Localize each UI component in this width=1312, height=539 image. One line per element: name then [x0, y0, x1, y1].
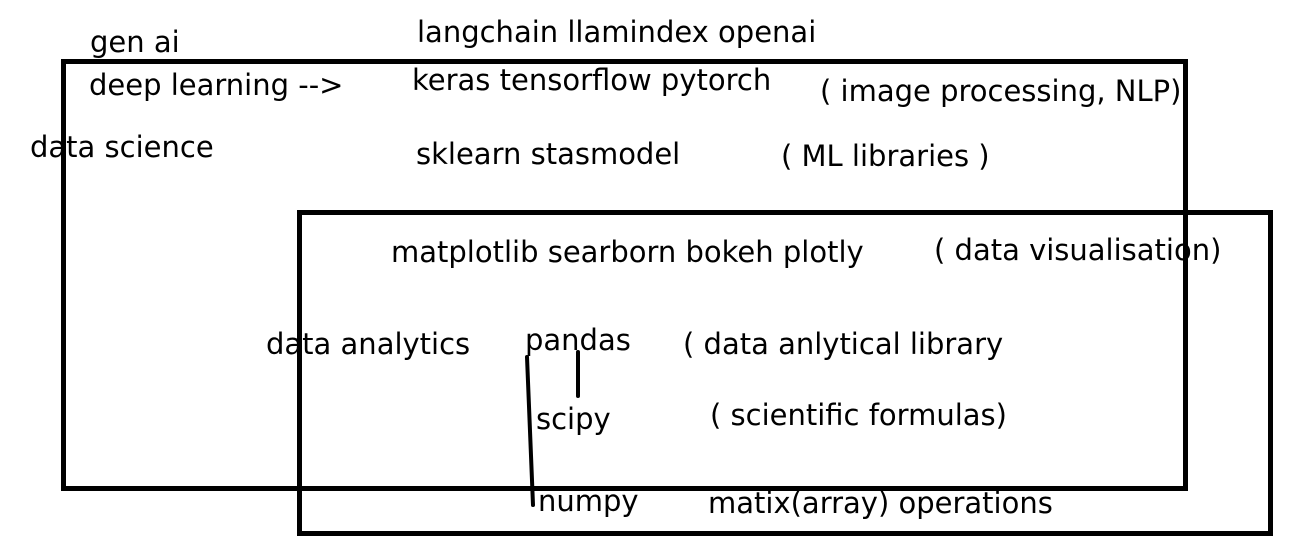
- visualisation-note: ( data visualisation): [934, 233, 1222, 267]
- label-gen-ai: gen ai: [90, 25, 180, 59]
- data-analytics-region: [297, 210, 1273, 536]
- deep-learning-libraries: keras tensorflow pytorch: [412, 63, 772, 97]
- scipy-note: ( scientific formulas): [710, 398, 1007, 432]
- label-data-analytics: data analytics: [266, 327, 471, 361]
- scipy-label: scipy: [536, 402, 611, 436]
- pandas-label: pandas: [525, 323, 631, 357]
- numpy-label: numpy: [538, 484, 639, 518]
- pandas-note: ( data anlytical library: [683, 327, 1004, 361]
- gen-ai-libraries: langchain llamindex openai: [417, 15, 817, 49]
- numpy-note: matix(array) operations: [708, 486, 1053, 520]
- visualisation-libraries: matplotlib searborn bokeh plotly: [391, 235, 864, 269]
- ml-libraries: sklearn stasmodel: [416, 137, 681, 171]
- data-science-region: [61, 59, 1188, 491]
- ml-libraries-note: ( ML libraries ): [781, 139, 990, 173]
- label-data-science: data science: [30, 130, 214, 164]
- deep-learning-note: ( image processing, NLP): [820, 74, 1182, 108]
- label-deep-learning: deep learning -->: [89, 68, 344, 102]
